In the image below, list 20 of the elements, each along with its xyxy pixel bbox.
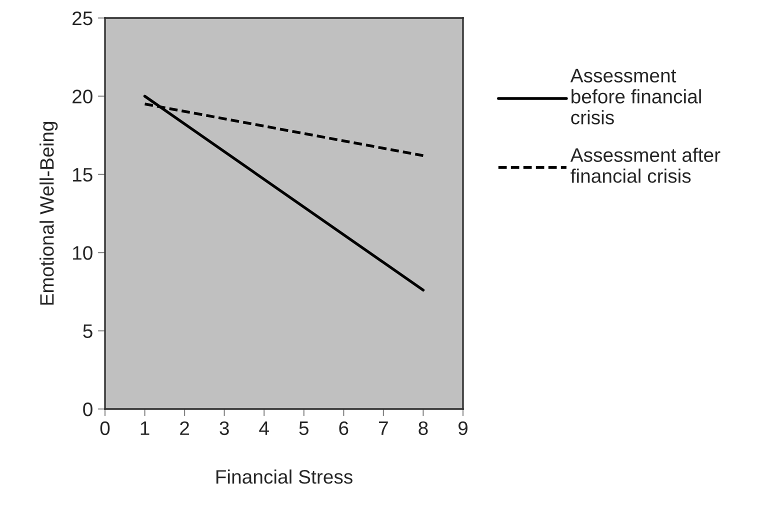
y-tick-label: 10: [73, 246, 92, 260]
y-tick-label: 20: [72, 90, 92, 104]
legend-label: Assessment before financial crisis: [570, 68, 701, 124]
x-tick-label: 8: [418, 421, 428, 436]
x-tick-label: 1: [140, 422, 150, 435]
x-axis-title: Financial Stress: [216, 469, 352, 484]
x-tick-label: 4: [259, 422, 269, 435]
x-tick-label: 2: [180, 421, 189, 435]
y-axis-title: Emotional Well-Being: [40, 122, 58, 305]
x-tick-label: 3: [220, 421, 229, 436]
y-tick-label: 15: [73, 168, 92, 182]
y-tick-label: 0: [83, 402, 92, 416]
y-tick-label: 5: [83, 324, 92, 338]
legend-label: Assessment after financial crisis: [570, 148, 720, 183]
x-tick-label: 5: [299, 422, 308, 436]
x-tick-label: 6: [339, 421, 348, 436]
x-tick-label: 7: [379, 422, 388, 435]
x-tick-label: 0: [100, 421, 110, 436]
y-tick-label: 25: [72, 11, 92, 26]
x-tick-label: 9: [458, 421, 468, 436]
